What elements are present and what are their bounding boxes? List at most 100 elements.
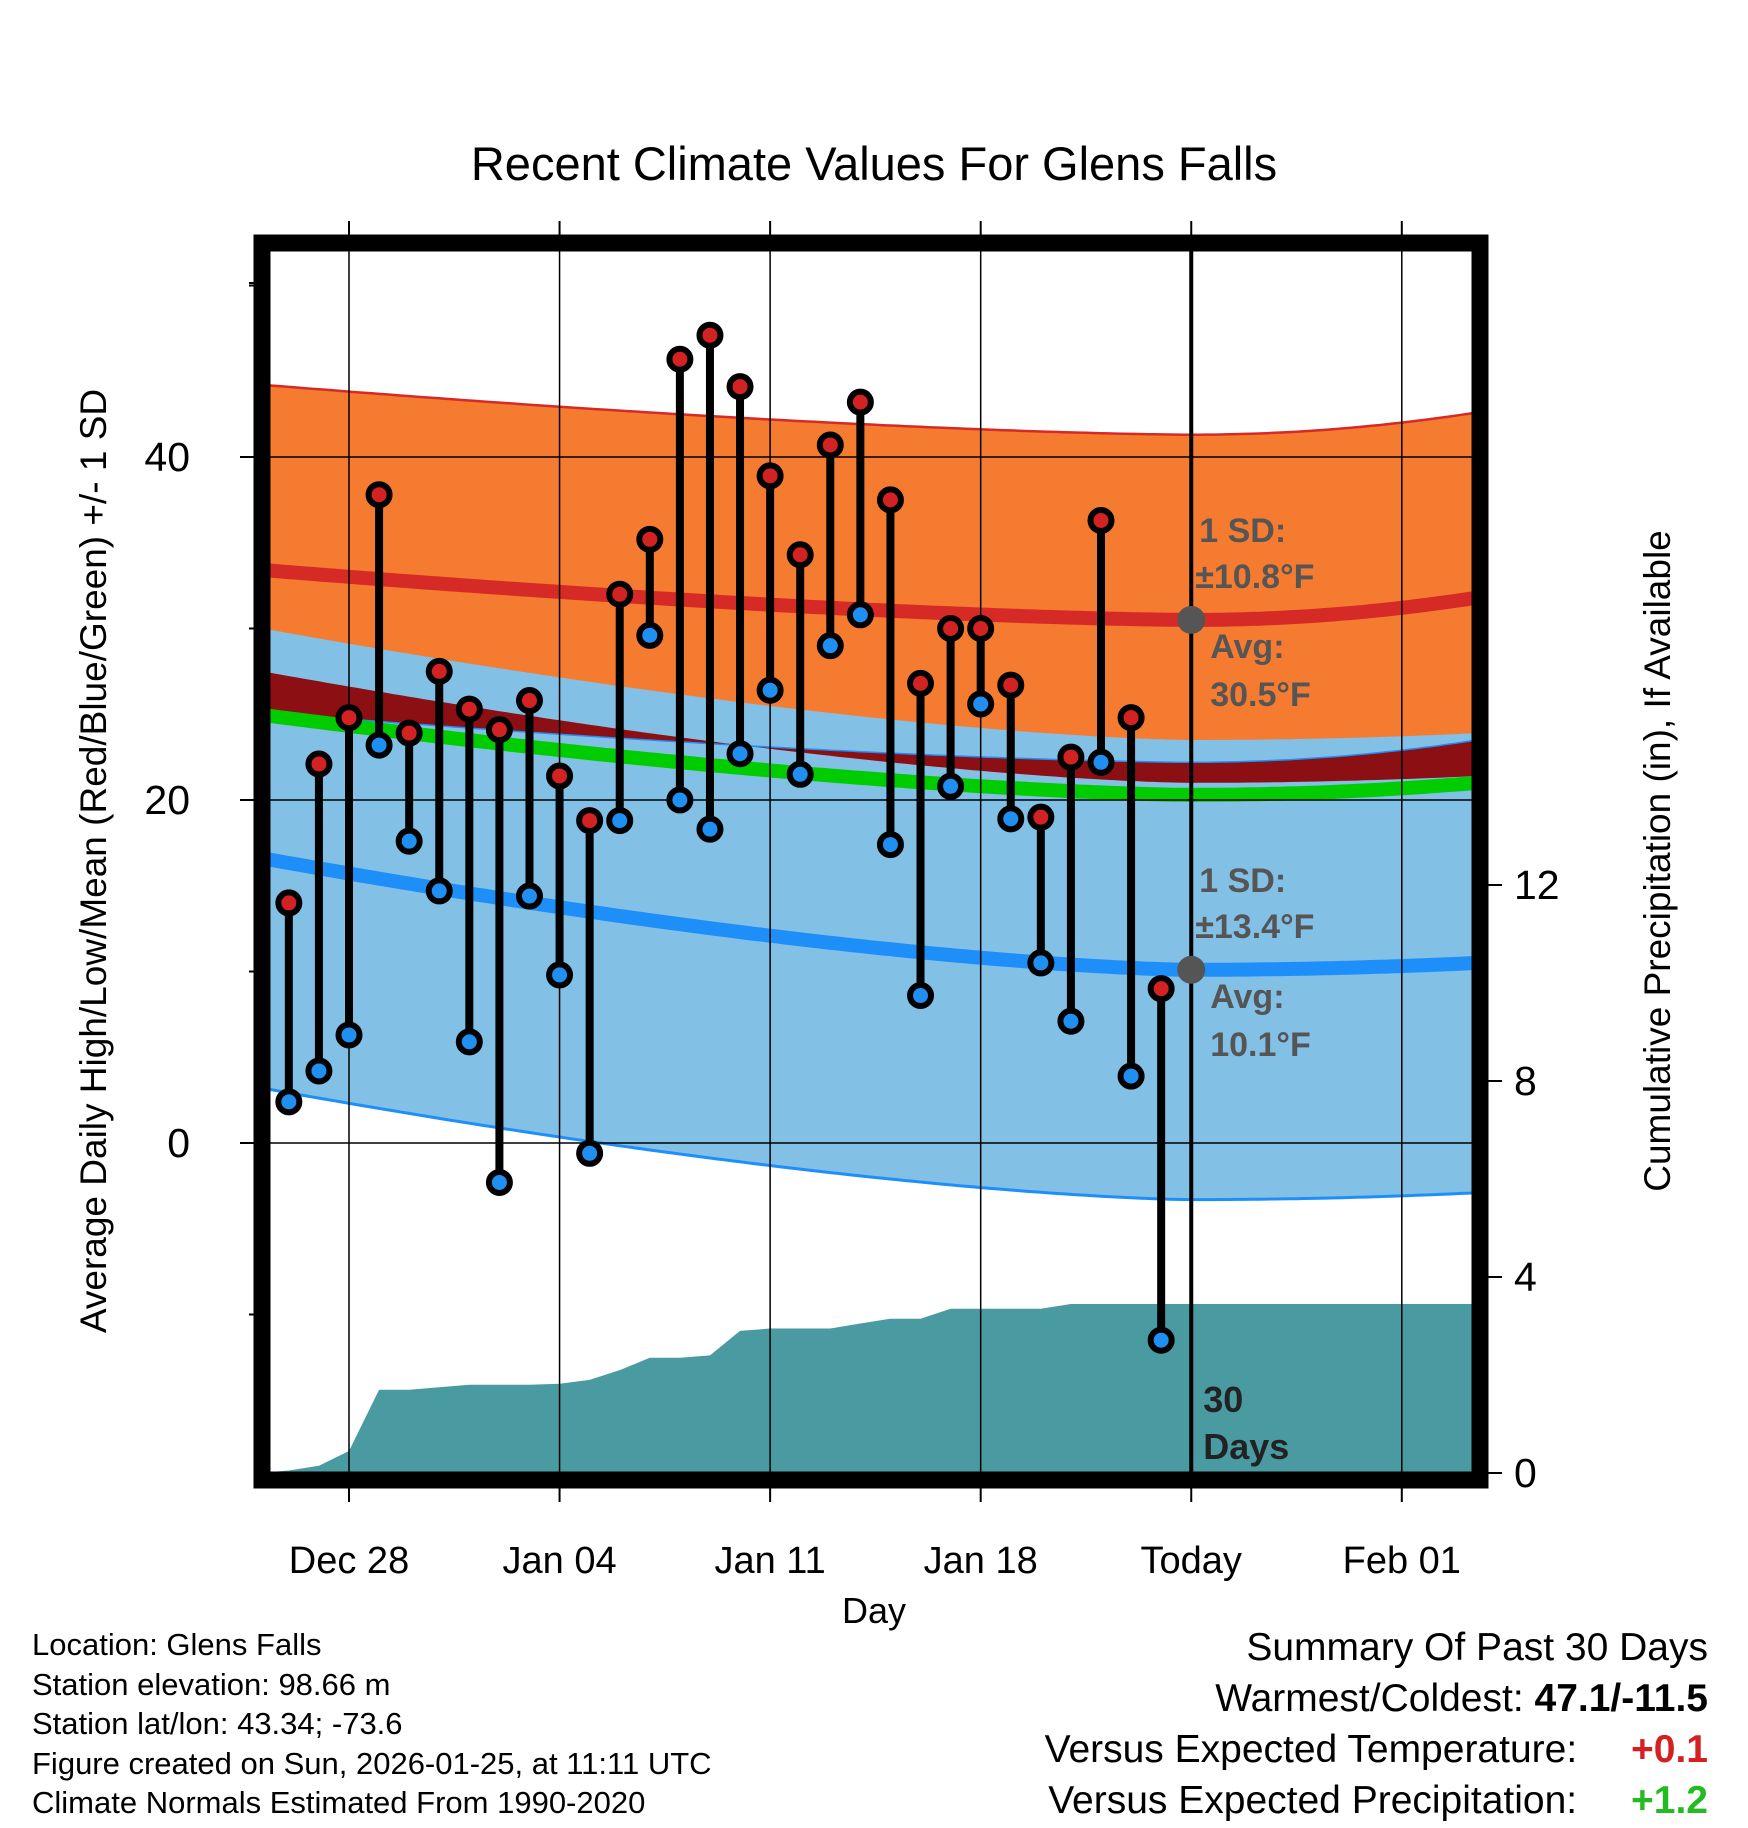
low-sd-label: 1 SD: [1199, 862, 1286, 900]
high-avg-value: 30.5°F [1210, 676, 1311, 714]
high-sd-value: ±10.8°F [1195, 558, 1314, 596]
plot-frame [253, 234, 1489, 1489]
x-tick-label: Dec 28 [289, 1540, 409, 1582]
low-avg-value: 10.1°F [1210, 1026, 1311, 1064]
daily-high-dot [846, 388, 874, 416]
location-text: Location: Glens Falls [32, 1627, 322, 1662]
daily-high-dot [305, 750, 333, 778]
x-tick-label: Jan 18 [924, 1540, 1038, 1582]
chart-title: Recent Climate Values For Glens Falls [471, 137, 1277, 190]
daily-low-dot [816, 632, 844, 660]
daily-high-dot [967, 615, 995, 642]
daily-high-dot [425, 657, 453, 685]
daily-high-dot [786, 541, 814, 569]
created-text: Figure created on Sun, 2026-01-25, at 11… [32, 1745, 712, 1781]
daily-high-dot [1117, 704, 1145, 732]
high-avg-label: Avg: [1210, 628, 1284, 666]
plot-area [262, 243, 1480, 1480]
daily-high-dot [726, 373, 754, 401]
x-tick-label: Jan 04 [503, 1540, 617, 1582]
daily-high-dot [365, 481, 393, 509]
daily-high-dot [1147, 975, 1175, 1003]
precip-row: Versus Expected Precipitation: +1.2 [1045, 1775, 1708, 1826]
axes: 0 20 40 0 4 8 12 Dec 28 Jan 04 Jan 11 Jan 18 Today F… [144, 221, 1560, 1582]
daily-high-dot [876, 486, 904, 514]
daily-low-dot [1057, 1007, 1085, 1035]
daily-high-dot [666, 345, 694, 373]
daily-high-dot [937, 615, 965, 642]
low-band-bottom-edge [262, 1086, 1480, 1202]
x-axis-label: Day [842, 1590, 906, 1631]
high-sd-label: 1 SD: [1199, 512, 1286, 550]
daily-high-dot [275, 889, 303, 917]
y-axis-label: Average Daily High/Low/Mean (Red/Blue/Gr… [73, 389, 114, 1333]
daily-high-dot [816, 431, 844, 459]
daily-high-dot [1087, 506, 1115, 534]
daily-high-dot [756, 462, 784, 490]
y-tick-label: 20 [144, 777, 190, 823]
daily-high-dot [455, 695, 483, 723]
days-count: 30 [1203, 1379, 1243, 1420]
daily-high-dot [546, 762, 574, 790]
x-tick-label: Jan 11 [714, 1540, 825, 1582]
station-info: Location: Glens Falls Station elevation:… [32, 1625, 712, 1823]
daily-low-dot [275, 1088, 303, 1116]
daily-low-dot [967, 690, 995, 718]
daily-low-dot [365, 731, 393, 759]
summary-title: Summary Of Past 30 Days [1246, 1626, 1708, 1669]
summary-panel: Summary Of Past 30 Days Warmest/Coldest:… [1045, 1622, 1708, 1826]
low-sd-value: ±13.4°F [1195, 908, 1314, 946]
cumulative-precip-area [262, 1304, 1477, 1473]
y-tick-label: 0 [167, 1120, 190, 1166]
daily-high-dot [515, 687, 543, 715]
warm-cold-label: Warmest/Coldest: [1215, 1677, 1524, 1720]
daily-low-dot [756, 676, 784, 704]
daily-high-dot [907, 669, 935, 697]
daily-high-dot [485, 716, 513, 744]
y2-axis-label: Cumulative Precipitation (in), If Availa… [1637, 530, 1678, 1192]
daily-low-dot [576, 1139, 604, 1167]
daily-low-dot [846, 601, 874, 629]
normals-text: Climate Normals Estimated From 1990-2020 [32, 1785, 646, 1820]
today-high-avg-dot [1177, 605, 1206, 634]
y-tick-label: 40 [144, 434, 190, 480]
x-tick-label: Today [1141, 1540, 1242, 1582]
precip-label: Versus Expected Precipitation: [1048, 1779, 1578, 1822]
y2-tick-label: 0 [1514, 1450, 1537, 1496]
gridlines [262, 243, 1480, 1480]
daily-high-dot [606, 580, 634, 608]
daily-low-dot [937, 772, 965, 800]
daily-low-dot [485, 1168, 513, 1196]
daily-low-dot [726, 740, 754, 768]
temp-value: +0.1 [1631, 1728, 1708, 1771]
daily-low-dot [335, 1021, 363, 1049]
daily-low-dot [696, 815, 724, 843]
daily-high-dot [696, 321, 724, 349]
x-tick-label: Feb 01 [1343, 1540, 1461, 1582]
daily-low-dot [786, 760, 814, 788]
precip-area [262, 1304, 1477, 1473]
warm-cold-row: Warmest/Coldest: 47.1/-11.5 [1045, 1673, 1708, 1724]
daily-high-dot [636, 525, 664, 553]
daily-low-dot [997, 805, 1025, 833]
daily-dots [275, 321, 1175, 1354]
daily-low-dot [515, 882, 543, 910]
daily-high-dot [576, 807, 604, 835]
precip-value: +1.2 [1631, 1779, 1708, 1822]
low-avg-label: Avg: [1210, 978, 1284, 1016]
daily-low-dot [1087, 748, 1115, 776]
warm-cold-value: 47.1/-11.5 [1534, 1677, 1708, 1720]
daily-low-dot [395, 827, 423, 855]
days-word: Days [1203, 1426, 1289, 1467]
daily-low-dot [1147, 1326, 1175, 1354]
today-average-markers [1177, 605, 1206, 984]
daily-low-dot [425, 877, 453, 905]
daily-low-dot [907, 982, 935, 1010]
daily-low-dot [606, 807, 634, 835]
high-annotation: 1 SD: ±10.8°F Avg: 30.5°F [1195, 512, 1314, 714]
daily-low-dot [666, 786, 694, 814]
daily-low-dot [546, 961, 574, 989]
y2-tick-label: 12 [1514, 862, 1560, 908]
daily-low-dot [455, 1028, 483, 1056]
